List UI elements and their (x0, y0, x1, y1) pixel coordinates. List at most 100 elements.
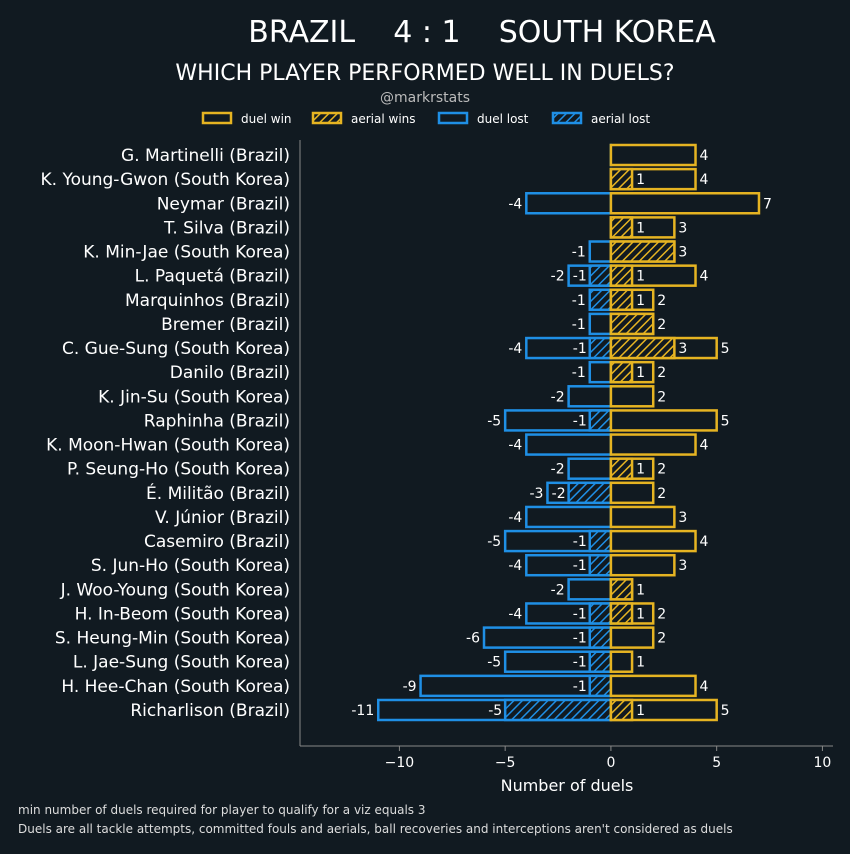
x-tick-label: 10 (814, 755, 832, 771)
data-label-duel-win: 2 (657, 389, 666, 405)
bar-aerial-lost (590, 652, 611, 672)
footer-note-2: Duels are all tackle attempts, committed… (18, 822, 733, 836)
category-label: Neymar (Brazil) (157, 194, 290, 214)
category-label: Danilo (Brazil) (170, 363, 290, 383)
bar-aerial-win (611, 603, 632, 623)
data-label-duel-lost: -4 (508, 341, 522, 357)
bar-row: 31 (611, 217, 687, 237)
data-label-duel-lost: -11 (351, 703, 374, 719)
data-label-duel-win: 2 (657, 462, 666, 478)
bar-row: 4-9-1 (403, 676, 709, 696)
author-handle: @markrstats (380, 90, 470, 106)
bar-row: 1-2 (551, 579, 645, 599)
data-label-duel-lost: -4 (508, 438, 522, 454)
data-label-duel-win: 1 (636, 655, 645, 671)
bar-row: 51-11-5 (351, 700, 729, 720)
bar-aerial-win (611, 290, 632, 310)
data-label-duel-win: 2 (657, 293, 666, 309)
data-label-duel-lost: -4 (508, 558, 522, 574)
data-label-duel-lost: -4 (508, 196, 522, 212)
bar-row: 4-5-1 (487, 531, 708, 551)
data-label-duel-lost: -4 (508, 606, 522, 622)
data-label-duel-win: 5 (721, 413, 730, 429)
bar-row: 2-1 (572, 314, 666, 334)
data-label-duel-lost: -5 (487, 413, 501, 429)
data-label-duel-lost: -5 (487, 655, 501, 671)
bar-duel-lost (569, 386, 611, 406)
bar-duel-win (611, 628, 653, 648)
bar-row: 5 -5 -1 (487, 410, 729, 430)
data-label-aerial-lost: -1 (573, 269, 587, 285)
data-label-duel-win: 4 (700, 172, 709, 188)
category-label: H. Hee-Chan (South Korea) (61, 677, 290, 697)
data-label-aerial-lost: -1 (573, 655, 587, 671)
bar-duel-lost (526, 435, 611, 455)
category-labels: G. Martinelli (Brazil)K. Young-Gwon (Sou… (40, 146, 290, 721)
data-label-duel-lost: -3 (529, 486, 543, 502)
bar-aerial-lost (590, 266, 611, 286)
data-label-duel-win: 2 (657, 365, 666, 381)
category-label: Bremer (Brazil) (161, 315, 290, 335)
data-label-aerial-win: 1 (636, 269, 645, 285)
bar-duel-win (611, 652, 632, 672)
bar-duel-win (611, 386, 653, 406)
bar-duel-win (611, 435, 696, 455)
data-label-duel-lost: -2 (551, 582, 565, 598)
data-label-duel-win: 5 (721, 703, 730, 719)
data-label-duel-lost: -1 (572, 365, 586, 381)
bar-row: 41-2-1 (551, 266, 709, 286)
x-tick-label: −10 (385, 755, 415, 771)
bar-duel-lost (526, 193, 611, 213)
data-label-duel-win: 4 (700, 679, 709, 695)
bar-aerial-lost (590, 603, 611, 623)
x-tick-label: 5 (712, 755, 721, 771)
bar-row: 3-4-1 (508, 555, 687, 575)
data-label-duel-win: 3 (678, 245, 687, 261)
bar-row: 53-4-1 (508, 338, 729, 358)
category-label: S. Heung-Min (South Korea) (55, 629, 290, 649)
bar-aerial-lost (590, 338, 611, 358)
bar-duel-lost (569, 459, 611, 479)
bar-aerial-win (611, 217, 632, 237)
legend-swatch-aerial-wins (313, 113, 341, 123)
legend-label: duel lost (477, 112, 529, 126)
bar-aerial-win (611, 700, 632, 720)
data-label-aerial-win: 1 (636, 365, 645, 381)
bar-aerial-win (611, 579, 632, 599)
data-label-aerial-win: 1 (636, 293, 645, 309)
category-label: K. Min-Jae (South Korea) (83, 243, 290, 263)
category-label: T. Silva (Brazil) (163, 218, 290, 238)
legend-label: aerial wins (351, 112, 416, 126)
data-label-duel-lost: -4 (508, 510, 522, 526)
data-label-duel-win: 5 (721, 341, 730, 357)
data-label-aerial-lost: -1 (573, 606, 587, 622)
data-label-duel-win: 2 (657, 486, 666, 502)
bar-aerial-win (611, 362, 632, 382)
data-label-duel-win: 4 (700, 148, 709, 164)
category-label: P. Seung-Ho (South Korea) (67, 460, 290, 480)
data-label-duel-win: 4 (700, 269, 709, 285)
data-label-aerial-lost: -1 (573, 341, 587, 357)
bar-row: 7-4 (508, 193, 772, 213)
bar-aerial-lost (505, 700, 611, 720)
legend-label: aerial lost (591, 112, 650, 126)
bar-aerial-win (611, 266, 632, 286)
bar-aerial-lost (569, 483, 611, 503)
data-label-duel-win: 3 (678, 510, 687, 526)
legend-swatch-duel-lost (439, 113, 467, 123)
data-label-aerial-lost: -1 (573, 413, 587, 429)
category-label: K. Moon-Hwan (South Korea) (46, 436, 290, 456)
data-label-aerial-lost: -1 (573, 631, 587, 647)
x-tick-label: −5 (495, 755, 516, 771)
bar-aerial-win (611, 242, 674, 262)
bar-duel-win (611, 145, 696, 165)
bar-row: 41 (611, 169, 709, 189)
category-label: Richarlison (Brazil) (130, 701, 290, 721)
bar-row: 4-4 (508, 435, 708, 455)
bar-aerial-lost (590, 290, 611, 310)
bar-aerial-lost (590, 628, 611, 648)
bar-duel-lost (590, 314, 611, 334)
legend-swatch-aerial-lost (553, 113, 581, 123)
